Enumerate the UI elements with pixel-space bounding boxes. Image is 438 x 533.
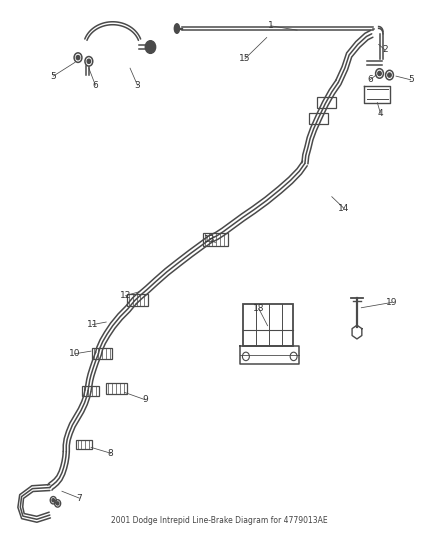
Bar [106, 383, 127, 394]
Text: 5: 5 [50, 71, 56, 80]
Bar [243, 303, 293, 346]
Text: 6: 6 [92, 80, 98, 90]
Circle shape [388, 73, 391, 77]
Text: 8: 8 [108, 449, 113, 458]
Bar [92, 348, 112, 359]
Text: 13: 13 [204, 235, 215, 244]
Text: 10: 10 [69, 349, 81, 358]
Bar [309, 113, 328, 124]
Text: 12: 12 [120, 291, 131, 300]
Text: 4: 4 [378, 109, 383, 118]
Circle shape [57, 502, 59, 505]
Bar [76, 440, 92, 449]
Circle shape [378, 71, 381, 76]
Bar [202, 233, 228, 246]
Text: 7: 7 [76, 494, 82, 503]
Text: 9: 9 [142, 395, 148, 404]
Text: 19: 19 [386, 298, 397, 307]
Circle shape [87, 59, 91, 63]
Text: 14: 14 [338, 204, 350, 213]
Circle shape [52, 499, 55, 502]
Ellipse shape [174, 24, 180, 33]
Bar [127, 294, 148, 305]
Text: 11: 11 [87, 320, 98, 329]
Circle shape [145, 41, 155, 53]
Text: 3: 3 [134, 80, 140, 90]
Text: 5: 5 [408, 75, 413, 84]
Text: 18: 18 [253, 304, 265, 313]
Bar [82, 386, 99, 395]
Circle shape [76, 55, 80, 60]
Text: 15: 15 [239, 54, 251, 63]
Text: 2001 Dodge Intrepid Line-Brake Diagram for 4779013AE: 2001 Dodge Intrepid Line-Brake Diagram f… [111, 515, 327, 524]
Text: 1: 1 [268, 21, 274, 30]
Text: 6: 6 [367, 75, 373, 84]
Bar [317, 98, 336, 108]
Text: 2: 2 [382, 45, 388, 54]
